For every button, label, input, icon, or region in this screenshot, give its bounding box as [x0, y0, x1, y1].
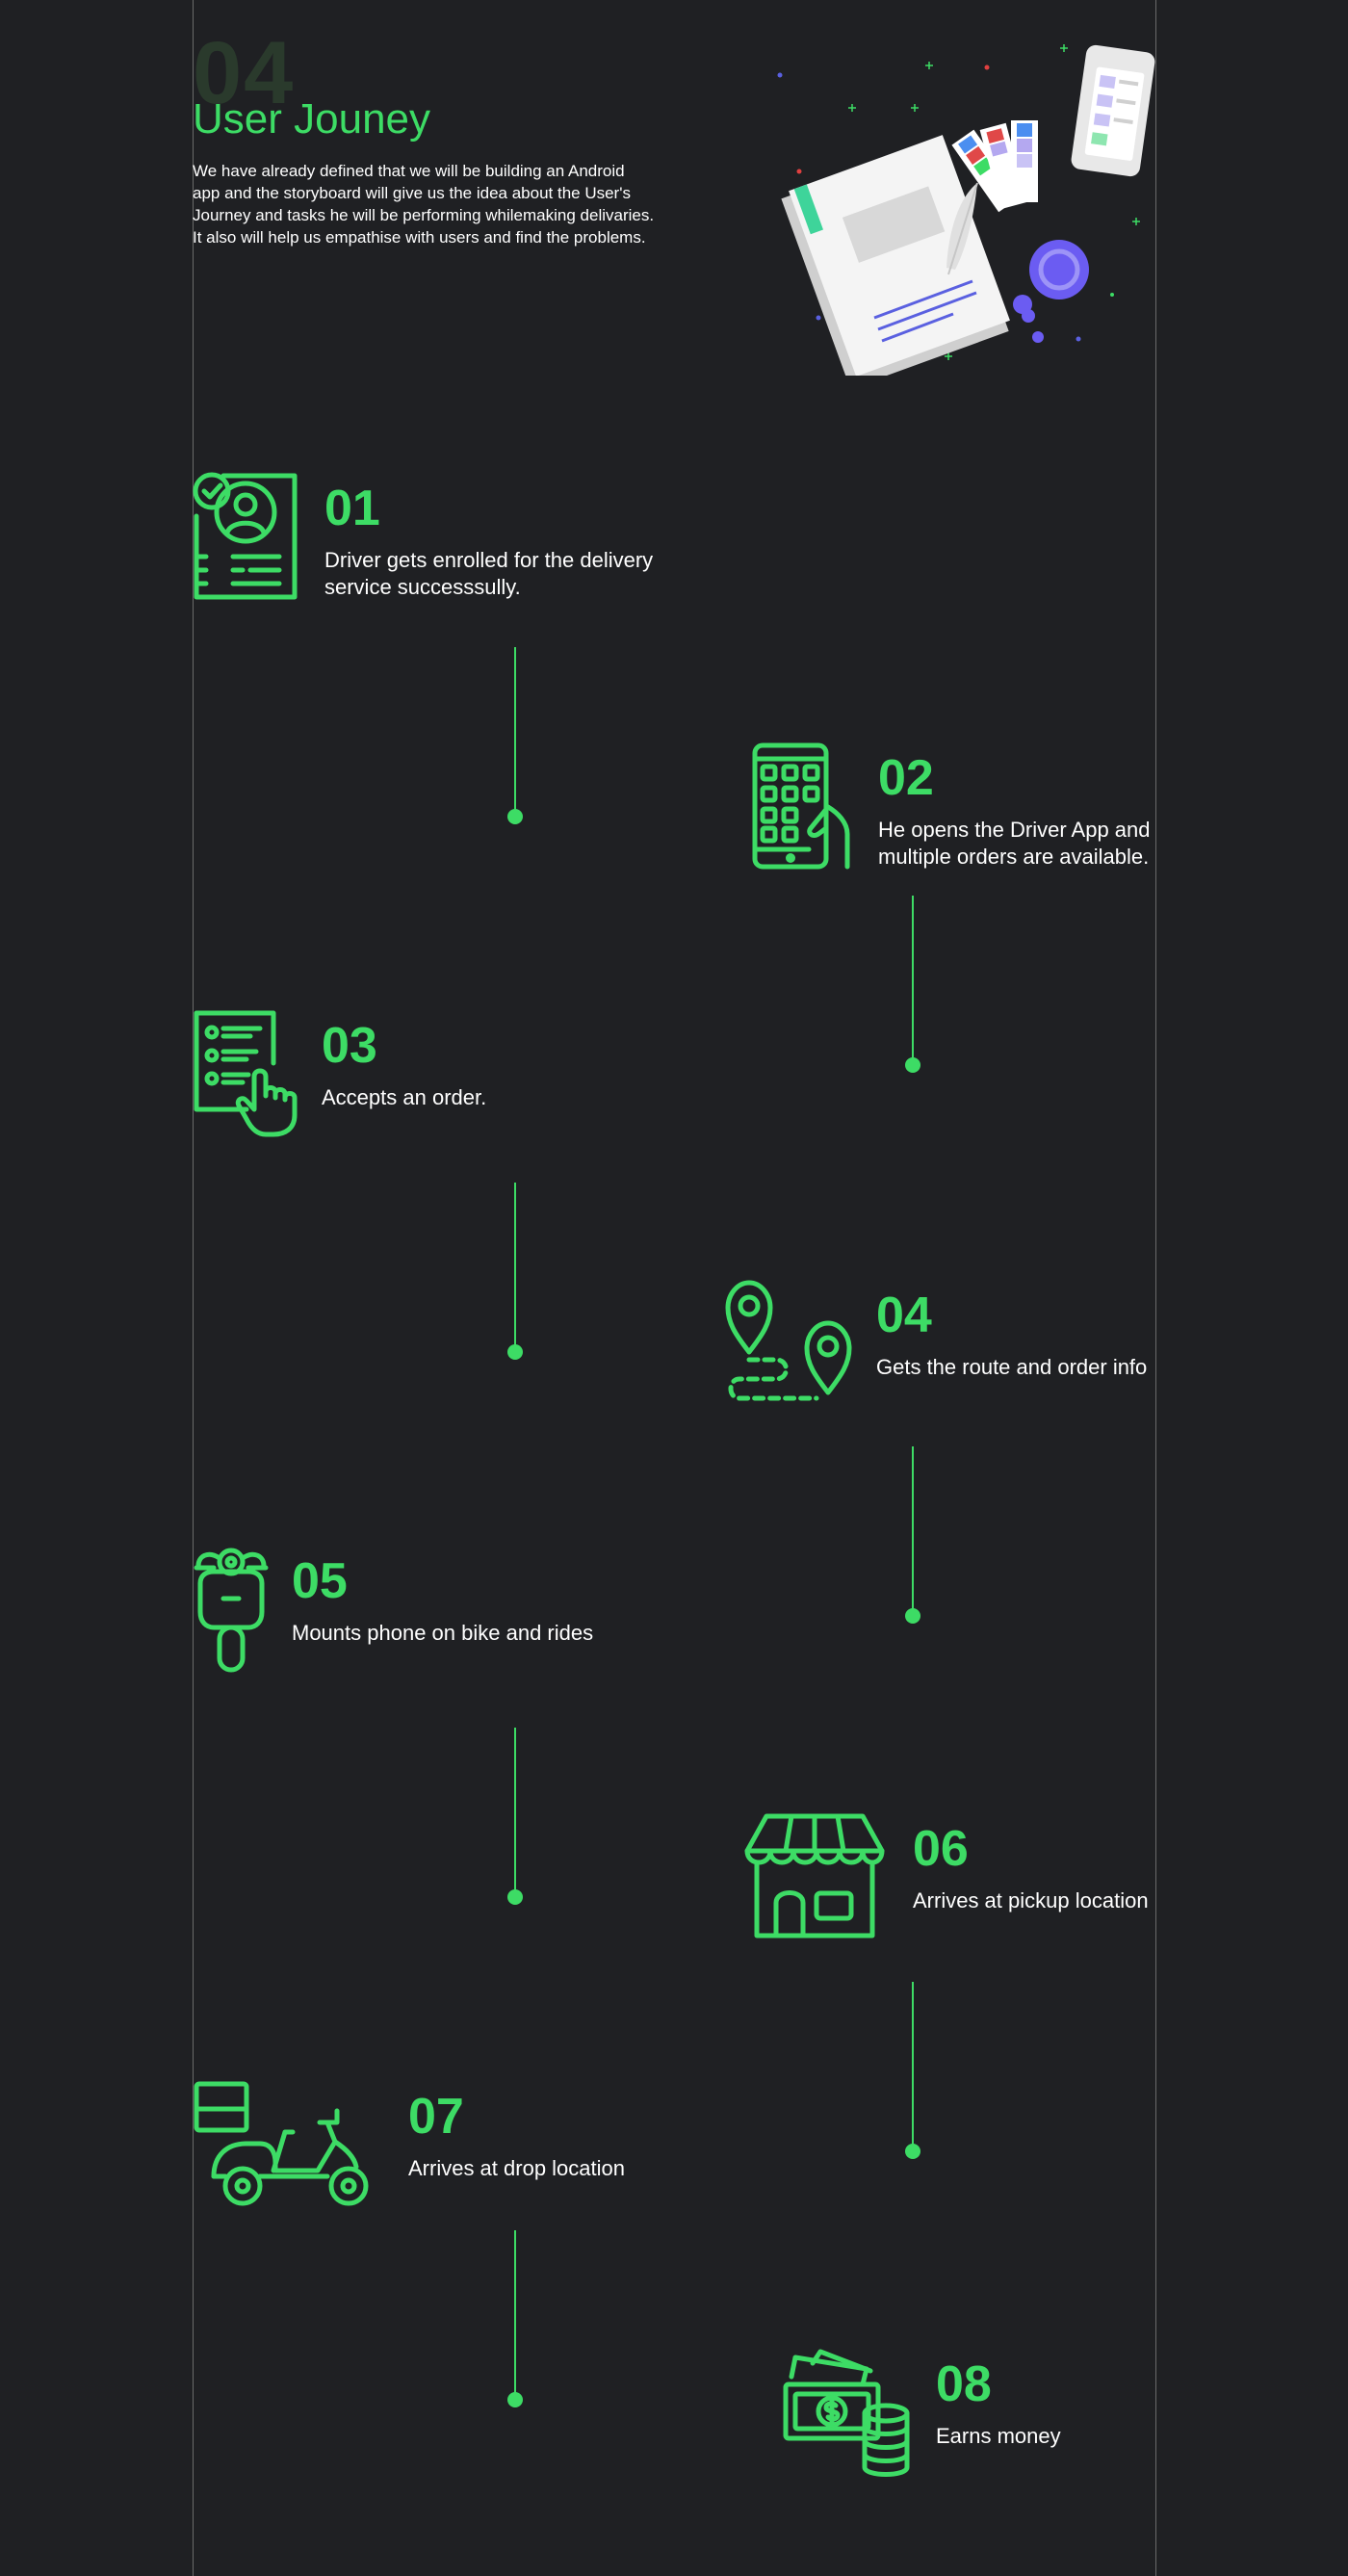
notebook-graphic — [781, 135, 1010, 376]
timeline-dot — [905, 2144, 920, 2159]
step-number: 01 — [324, 481, 380, 536]
journey-step-08: 08 Earns money — [782, 2348, 1155, 2483]
timeline-dot — [507, 2392, 523, 2407]
timeline-connector — [905, 1982, 920, 2159]
timeline-dot — [905, 1608, 920, 1624]
section-title: User Jouney — [193, 95, 431, 143]
phone-graphic — [1071, 44, 1155, 177]
journey-step-01: 01 Driver gets enrolled for the delivery… — [193, 472, 693, 607]
step-number: 03 — [322, 1018, 377, 1074]
timeline-dot — [905, 1057, 920, 1073]
storyboard-illustration — [777, 44, 1155, 376]
step-description-line-1: Driver gets enrolled for the delivery — [324, 548, 654, 572]
scooter-front-icon — [194, 1548, 269, 1673]
sparkles-decoration — [777, 44, 1140, 360]
step-number: 07 — [408, 2089, 464, 2145]
timeline-dot — [507, 1344, 523, 1360]
step-description-line-2: multiple orders are available. — [878, 845, 1150, 869]
step-description-line-1: Arrives at drop location — [408, 2156, 625, 2180]
step-description-line-1: Mounts phone on bike and rides — [292, 1621, 594, 1645]
step-description-line-1: He opens the Driver App and — [878, 818, 1151, 842]
phone-app-icon — [752, 742, 850, 870]
step-description-line-1: Earns money — [936, 2424, 1061, 2448]
journey-step-06: 06 Arrives at pickup location — [743, 1812, 1155, 1947]
step-number: 04 — [876, 1288, 932, 1343]
timeline-connector — [507, 647, 523, 824]
delivery-scooter-icon — [194, 2081, 369, 2206]
step-description-line-1: Gets the route and order info — [876, 1355, 1148, 1379]
enrolled-profile-icon — [193, 472, 298, 600]
timeline-connector — [905, 1446, 920, 1624]
timeline-dot — [507, 809, 523, 824]
right-guide-line — [1155, 0, 1156, 2576]
journey-step-07: 07 Arrives at drop location — [193, 2080, 693, 2215]
step-number: 02 — [878, 750, 934, 806]
timeline-connector — [905, 896, 920, 1073]
store-icon — [744, 1813, 885, 1939]
step-description-line-1: Accepts an order. — [322, 1085, 487, 1109]
step-number: 05 — [292, 1553, 348, 1609]
route-pins-icon — [725, 1280, 852, 1401]
journey-step-03: 03 Accepts an order. — [193, 1009, 674, 1144]
ink-blobs-graphic — [1013, 240, 1089, 343]
money-icon — [783, 2349, 910, 2477]
section-number: 04 — [193, 24, 296, 122]
step-description-line-1: Arrives at pickup location — [913, 1888, 1149, 1912]
step-description-line-2: service successsully. — [324, 575, 521, 599]
checklist-tap-icon — [194, 1010, 298, 1137]
color-swatches-graphic — [951, 120, 1038, 213]
step-number: 08 — [936, 2356, 992, 2412]
timeline-connector — [507, 1183, 523, 1360]
left-guide-line — [193, 0, 194, 2576]
journey-step-04: 04 Gets the route and order info — [724, 1279, 1155, 1414]
timeline-connector — [507, 1728, 523, 1905]
section-description: We have already defined that we will be … — [193, 162, 655, 247]
journey-step-05: 05 Mounts phone on bike and rides — [193, 1545, 635, 1679]
journey-step-02: 02 He opens the Driver App and multiple … — [751, 742, 1155, 876]
step-number: 06 — [913, 1821, 969, 1877]
timeline-dot — [507, 1889, 523, 1905]
timeline-connector — [507, 2230, 523, 2407]
